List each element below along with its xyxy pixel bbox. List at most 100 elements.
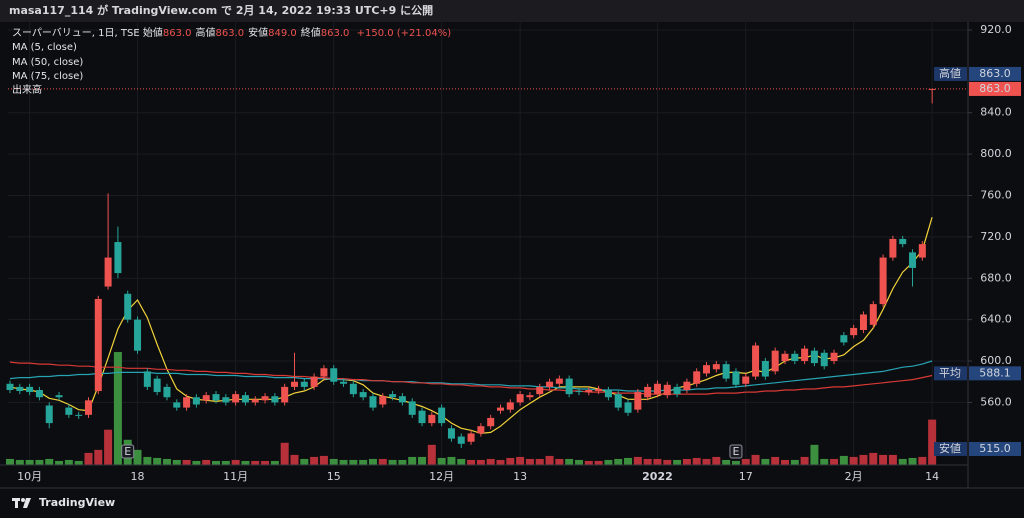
volume-bar	[359, 459, 368, 465]
volume-bar	[104, 429, 113, 465]
x-tick-label: 14	[925, 470, 939, 483]
price-label-value: 588.1	[979, 366, 1011, 379]
candle-body	[65, 407, 73, 415]
candle-body	[310, 376, 318, 387]
volume-bar	[624, 457, 633, 465]
price-label-box	[969, 366, 1021, 381]
candle-body	[104, 257, 112, 287]
volume-bar	[153, 457, 162, 465]
symbol: スーパーバリュー, 1日, TSE	[12, 28, 140, 39]
candle-body	[84, 400, 92, 415]
volume-bar	[928, 419, 937, 465]
candle-body	[595, 388, 603, 392]
volume-bar	[722, 459, 731, 465]
candle-body	[408, 401, 416, 415]
candle-body	[663, 384, 671, 396]
candle-body	[791, 353, 799, 362]
volume-bar	[839, 455, 848, 465]
candle-body	[918, 244, 926, 258]
candle-body	[35, 389, 43, 398]
volume-bar	[349, 459, 358, 465]
volume-bar	[771, 456, 780, 465]
candle-body	[330, 368, 338, 382]
candle-body	[712, 364, 720, 370]
volume-bar	[643, 458, 652, 465]
x-tick-label: 17	[739, 470, 753, 483]
y-tick-label: 560.0	[980, 395, 1012, 408]
candle-body	[320, 368, 328, 377]
volume-bar	[849, 456, 858, 465]
volume-bar	[731, 460, 740, 465]
candle-body	[183, 397, 191, 408]
volume-bar	[869, 452, 878, 465]
candle-body	[55, 395, 63, 398]
volume-bar	[898, 458, 907, 465]
candle-body	[703, 365, 711, 374]
y-tick-label: 760.0	[980, 188, 1012, 201]
x-tick-label: 18	[131, 470, 145, 483]
candle-body	[693, 371, 701, 384]
volume-bar	[290, 454, 299, 465]
candle-body	[202, 395, 210, 401]
price-label-name: 高値	[939, 66, 961, 80]
volume-bar	[908, 457, 917, 465]
volume-bar	[682, 458, 691, 465]
candles	[6, 88, 936, 448]
volume-bar	[339, 459, 348, 465]
volume-bar	[653, 458, 662, 465]
x-tick-label: 2月	[845, 470, 863, 483]
candle-body	[585, 389, 593, 393]
candle-body	[212, 394, 220, 401]
volume-bar	[476, 459, 485, 465]
volume-bar	[614, 458, 623, 465]
candle-body	[124, 293, 132, 320]
candle-body	[683, 381, 691, 390]
volume-bar	[427, 444, 436, 465]
volume-bar	[113, 352, 122, 465]
price-label-name-box	[934, 66, 967, 81]
candle-body	[94, 298, 102, 392]
x-tick-label: 13	[513, 470, 527, 483]
candle-body	[369, 396, 377, 408]
candle-body	[869, 304, 877, 325]
price-label-name: 平均	[939, 366, 961, 379]
candle-body	[438, 407, 446, 424]
volume-bar	[702, 458, 711, 465]
candle-body	[644, 386, 652, 398]
candle-body	[281, 386, 289, 403]
candle-body	[379, 396, 387, 405]
x-tick-label: 15	[327, 470, 341, 483]
volume-bar	[879, 454, 888, 465]
volume-bar	[820, 458, 829, 465]
y-tick-label: 600.0	[980, 354, 1012, 367]
legend-entry: MA (5, close)	[12, 42, 77, 54]
candle-body	[114, 242, 122, 274]
volume-bar	[918, 456, 927, 465]
field-value: 849.0	[268, 28, 297, 39]
publisher: masa117_114 が TradingView.com で 2月 14, 2…	[9, 4, 434, 17]
candle-body	[722, 364, 730, 379]
volume-bar	[418, 456, 427, 465]
volume-bar	[378, 458, 387, 465]
volume-bar	[231, 459, 240, 465]
volume-bar	[604, 459, 613, 465]
ma-list: MA (5, close) MA (50, close) MA (75, close…	[12, 41, 451, 84]
candle-body	[850, 327, 858, 336]
volume-bar	[35, 459, 44, 465]
volume-bar	[565, 458, 574, 465]
legend: スーパーバリュー, 1日, TSE 始値863.0 高値863.0 安値849.0 終…	[12, 27, 451, 98]
candle-body	[879, 257, 887, 305]
volume-bar	[751, 454, 760, 465]
event-marker	[729, 444, 743, 459]
y-tick-label: 800.0	[980, 147, 1012, 160]
candle-body	[349, 383, 357, 395]
volume-bar	[555, 458, 564, 465]
candle-body	[536, 386, 544, 395]
legend-entry: MA (50, close)	[12, 56, 84, 68]
candle-body	[271, 396, 279, 403]
y-tick-label: 720.0	[980, 230, 1012, 243]
volume-bar	[368, 458, 377, 465]
volume-bar	[712, 456, 721, 465]
candle-body	[6, 383, 14, 390]
